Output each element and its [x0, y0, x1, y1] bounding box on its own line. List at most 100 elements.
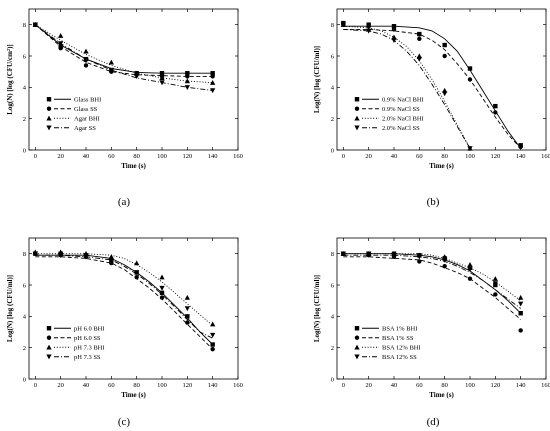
data-point — [184, 78, 190, 84]
data-point — [32, 251, 38, 257]
series-fit-line-3 — [343, 25, 471, 149]
x-tick-label: 20 — [57, 153, 64, 160]
data-point — [493, 292, 498, 297]
y-tick-label: 4 — [23, 314, 27, 321]
x-tick-label: 140 — [516, 153, 526, 160]
legend-marker — [354, 326, 360, 331]
y-tick-label: 8 — [331, 22, 334, 29]
data-point — [467, 261, 473, 267]
data-point — [184, 85, 190, 90]
plot-frame — [28, 237, 239, 380]
data-point — [417, 31, 422, 37]
legend-marker — [354, 354, 360, 360]
x-tick-label: 160 — [233, 153, 243, 160]
y-tick-label: 0 — [23, 376, 26, 383]
y-tick-label: 2 — [331, 345, 334, 352]
data-point — [442, 53, 447, 59]
data-point — [108, 254, 114, 259]
legend-marker — [354, 335, 360, 340]
data-point — [184, 306, 190, 312]
data-point — [210, 347, 215, 352]
x-tick-label: 120 — [490, 382, 500, 389]
legend-marker — [46, 125, 52, 131]
x-tick-label: 20 — [365, 382, 372, 389]
data-point — [108, 259, 114, 265]
series-fit-line-4 — [35, 24, 213, 91]
y-tick-label: 6 — [23, 282, 27, 289]
x-tick-label: 0 — [342, 153, 345, 160]
x-tick-label: 60 — [416, 382, 423, 389]
data-point — [159, 80, 165, 86]
data-point — [442, 257, 448, 263]
plot-frame — [336, 237, 547, 380]
x-tick-label: 80 — [441, 382, 448, 389]
legend-marker — [354, 125, 360, 131]
legend-marker — [46, 97, 52, 102]
series-fit-line-3 — [35, 24, 213, 84]
data-point — [210, 332, 216, 338]
data-point — [134, 274, 139, 280]
y-axis-title: Log(N) [log (CFU/cm²)] — [6, 44, 14, 115]
y-tick-label: 0 — [331, 147, 334, 154]
panel-label: (d) — [427, 416, 440, 428]
series-fit-line-4 — [343, 254, 521, 309]
data-point — [134, 260, 140, 266]
data-point — [493, 110, 498, 115]
data-point — [159, 295, 165, 300]
data-point — [416, 254, 422, 260]
data-point — [416, 56, 422, 62]
data-point — [210, 79, 216, 85]
legend-entry: BSA 12% BHI — [382, 345, 421, 352]
data-point — [185, 320, 190, 325]
data-point — [83, 58, 89, 64]
data-point — [108, 67, 114, 73]
data-point — [417, 259, 422, 264]
legend-marker — [354, 106, 360, 111]
data-point — [391, 253, 397, 258]
chart-panel-4: 0 20 40 60 80 100 120 140 160 0 2 4 6 8 Time (s) Log(N)… — [313, 237, 550, 428]
data-point — [210, 321, 216, 327]
series-fit-line-1 — [35, 24, 213, 74]
legend-entry: pH 7.3 SS — [74, 354, 101, 361]
legend-marker — [46, 335, 52, 340]
x-tick-label: 60 — [108, 153, 115, 160]
x-tick-label: 0 — [342, 382, 345, 389]
legend-entry: 2.0% NaCl BHI — [382, 116, 424, 123]
x-tick-label: 40 — [391, 382, 398, 389]
x-tick-label: 20 — [365, 153, 372, 160]
data-point — [83, 63, 89, 68]
legend-entry: BSA 12% SS — [382, 354, 417, 361]
x-tick-label: 80 — [133, 153, 140, 160]
data-point — [493, 103, 498, 109]
legend-marker — [354, 97, 360, 102]
x-tick-label: 140 — [208, 153, 218, 160]
x-axis-title: Time (s) — [429, 162, 454, 170]
x-tick-label: 80 — [133, 382, 140, 389]
data-point — [210, 74, 215, 79]
data-point — [417, 36, 422, 41]
data-point — [159, 75, 165, 81]
series-fit-line-3 — [343, 253, 521, 302]
data-point — [108, 59, 114, 65]
data-point — [185, 71, 190, 76]
x-tick-label: 0 — [34, 153, 37, 160]
x-tick-label: 120 — [490, 153, 500, 160]
series-fit-line-1 — [343, 25, 522, 149]
panel-label: (a) — [118, 196, 131, 208]
data-point — [83, 254, 89, 260]
data-point — [159, 71, 165, 76]
data-point — [159, 274, 165, 280]
series-fit-line-2 — [343, 28, 522, 149]
legend-entry: 0.9% NaCl BHI — [382, 97, 424, 104]
data-point — [467, 267, 473, 272]
data-point — [210, 342, 215, 347]
legend-entry: Glass SS — [74, 106, 98, 113]
legend-marker — [46, 326, 52, 331]
data-point — [134, 270, 140, 276]
panel-label: (c) — [118, 416, 131, 428]
y-axis-title: Log(N) [log (CFU/ml)] — [6, 275, 14, 342]
data-point — [518, 328, 523, 333]
x-tick-label: 40 — [83, 153, 90, 160]
data-point — [340, 22, 346, 28]
